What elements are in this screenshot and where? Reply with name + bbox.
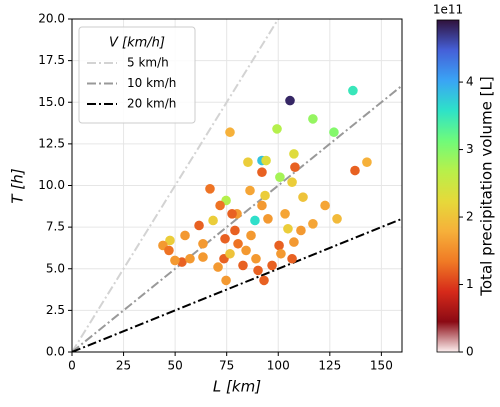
colorbar	[436, 19, 460, 353]
point	[213, 262, 223, 272]
point	[246, 230, 256, 241]
point	[259, 275, 269, 286]
y-tick-label: 7.5	[46, 220, 65, 234]
point	[285, 95, 295, 106]
point	[348, 85, 358, 96]
x-tick-label: 25	[116, 359, 131, 373]
point	[238, 260, 248, 271]
point	[165, 235, 175, 246]
point	[221, 275, 231, 286]
point	[198, 252, 208, 262]
point	[185, 253, 195, 264]
point	[251, 253, 261, 264]
speed-line	[72, 19, 280, 352]
point	[208, 215, 218, 226]
point	[245, 185, 255, 196]
point	[280, 209, 290, 219]
point	[283, 223, 293, 234]
colorbar-tick-label: 2	[466, 210, 474, 224]
y-tick-label: 15.0	[38, 95, 65, 109]
colorbar-label: Total precipitation volume [L]	[478, 76, 496, 296]
point	[298, 192, 308, 202]
point	[257, 200, 267, 211]
point	[287, 177, 297, 187]
legend-label: 10 km/h	[127, 76, 176, 90]
point	[261, 155, 271, 166]
point	[220, 233, 230, 244]
colorbar-offset: 1e11	[433, 3, 463, 17]
point	[225, 248, 235, 259]
point	[260, 190, 270, 201]
point	[250, 215, 260, 226]
point	[308, 218, 318, 229]
point	[289, 149, 299, 159]
y-tick-label: 17.5	[38, 53, 65, 67]
y-tick-label: 0.0	[46, 345, 65, 359]
y-tick-label: 2.5	[46, 303, 65, 317]
point	[227, 209, 237, 219]
legend-label: 5 km/h	[127, 56, 169, 70]
point	[241, 245, 251, 256]
x-tick-label: 75	[219, 359, 234, 373]
x-tick-label: 0	[68, 359, 76, 373]
point	[276, 248, 286, 259]
point	[350, 165, 360, 176]
point	[274, 240, 284, 251]
speed-line	[72, 84, 402, 352]
point	[230, 225, 240, 236]
x-tick-label: 150	[370, 359, 393, 373]
point	[257, 167, 267, 177]
point	[198, 238, 208, 249]
legend-label: 20 km/h	[127, 97, 176, 111]
y-tick-label: 10.0	[38, 178, 65, 192]
y-tick-label: 20.0	[38, 12, 65, 26]
point	[205, 184, 215, 194]
point	[233, 238, 243, 249]
point	[296, 225, 306, 236]
colorbar-tick-label: 0	[466, 345, 474, 359]
point	[332, 214, 342, 224]
colorbar-tick-label: 3	[466, 142, 474, 156]
colorbar-tick-label: 1	[466, 277, 474, 291]
point	[287, 253, 297, 264]
y-tick-label: 12.5	[38, 136, 65, 150]
point	[263, 214, 273, 224]
x-tick-label: 100	[267, 359, 290, 373]
point	[290, 162, 300, 172]
speed-line	[72, 217, 402, 352]
point	[289, 237, 299, 247]
point	[164, 245, 174, 256]
point	[320, 200, 330, 211]
point	[243, 157, 253, 167]
legend-box	[78, 26, 196, 124]
x-axis-label: L [km]	[213, 378, 261, 396]
colorbar-tick-label: 4	[466, 75, 474, 89]
y-tick-label: 5.0	[46, 261, 65, 275]
point	[170, 255, 180, 266]
point	[225, 127, 235, 138]
point	[253, 265, 263, 276]
point	[272, 124, 282, 134]
point	[267, 260, 277, 271]
x-tick-label: 50	[167, 359, 182, 373]
legend-title: V [km/h]	[109, 36, 165, 51]
point	[180, 230, 190, 241]
point	[215, 200, 225, 211]
point	[362, 157, 372, 167]
y-axis-label: T [h]	[9, 168, 27, 203]
point	[308, 114, 318, 124]
x-tick-label: 125	[318, 359, 341, 373]
point	[194, 220, 204, 231]
point	[275, 172, 285, 182]
point	[329, 127, 339, 138]
